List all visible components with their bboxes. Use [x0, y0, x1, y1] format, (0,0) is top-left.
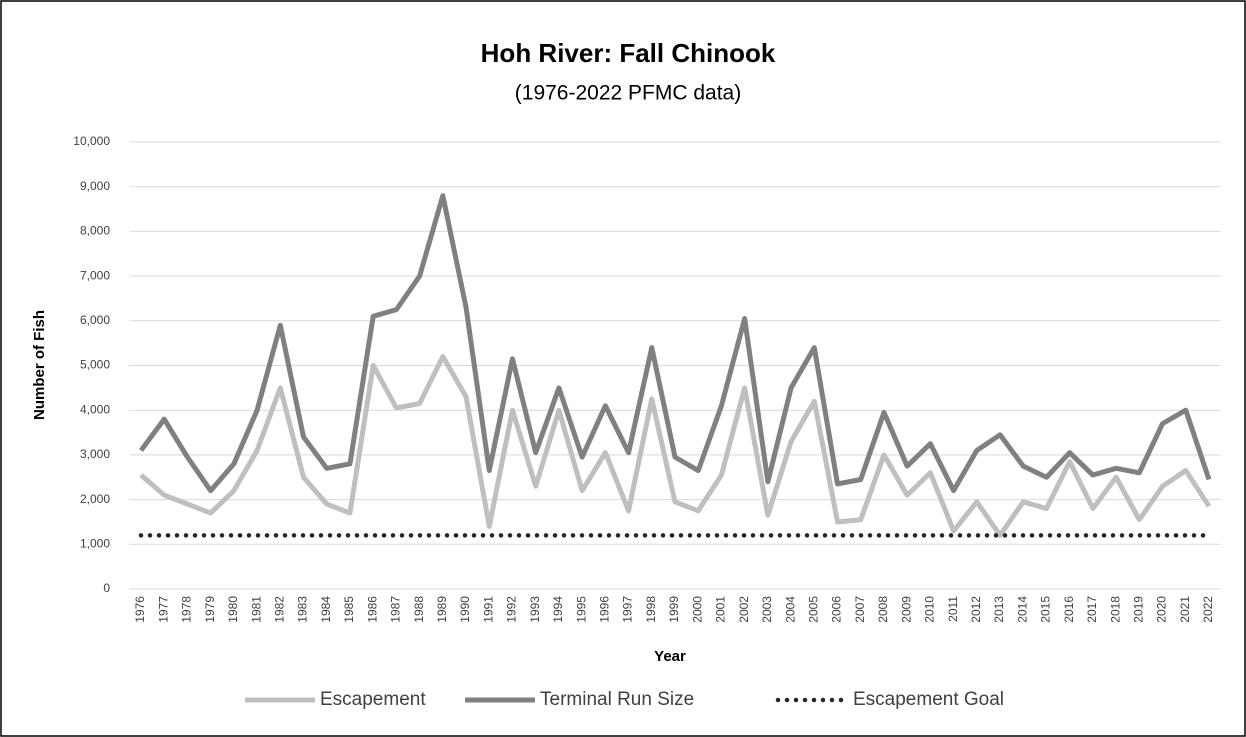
x-tick-label: 2021 [1178, 596, 1192, 623]
y-axis-label: Number of Fish [31, 310, 48, 420]
x-tick-label: 1997 [621, 596, 635, 623]
x-tick-label: 2010 [923, 596, 937, 623]
x-tick-label: 2017 [1085, 596, 1099, 623]
x-tick-label: 1981 [249, 596, 263, 623]
x-tick-label: 1993 [528, 596, 542, 623]
y-tick-label: 0 [103, 581, 110, 595]
x-tick-label: 2019 [1132, 596, 1146, 623]
x-tick-label: 1976 [133, 596, 147, 623]
y-tick-label: 7,000 [80, 268, 110, 282]
x-tick-label: 2009 [899, 596, 913, 623]
x-tick-label: 2016 [1062, 596, 1076, 623]
x-tick-label: 2001 [714, 596, 728, 623]
x-tick-label: 2011 [946, 596, 960, 622]
x-tick-label: 2018 [1108, 596, 1122, 623]
x-tick-label: 2020 [1155, 596, 1169, 623]
series-line [139, 354, 1212, 538]
x-tick-label: 2000 [690, 596, 704, 623]
x-tick-label: 1991 [481, 596, 495, 623]
x-tick-label: 1989 [435, 596, 449, 623]
y-tick-label: 10,000 [73, 134, 110, 148]
x-tick-label: 2014 [1015, 596, 1029, 623]
y-tick-label: 9,000 [80, 179, 110, 193]
legend-label: Escapement Goal [853, 689, 1004, 710]
x-tick-label: 2002 [737, 596, 751, 623]
x-tick-label: 1978 [180, 596, 194, 623]
x-tick-label: 1992 [505, 596, 519, 623]
x-tick-label: 1980 [226, 596, 240, 623]
y-tick-label: 5,000 [80, 358, 110, 372]
x-tick-label: 1984 [319, 596, 333, 623]
x-tick-label: 1996 [598, 596, 612, 623]
x-tick-label: 2005 [806, 596, 820, 623]
y-tick-label: 3,000 [80, 447, 110, 461]
x-tick-label: 2003 [760, 596, 774, 623]
legend-label: Terminal Run Size [540, 689, 694, 710]
x-tick-label: 2012 [969, 596, 983, 623]
x-tick-label: 1979 [203, 596, 217, 623]
y-tick-label: 1,000 [80, 536, 110, 550]
x-tick-label: 1995 [574, 596, 588, 623]
x-tick-label: 2007 [853, 596, 867, 623]
x-tick-label: 1990 [458, 596, 472, 623]
chart-title: Hoh River: Fall Chinook [481, 38, 776, 68]
x-axis-label: Year [654, 648, 686, 665]
x-tick-label: 1988 [412, 596, 426, 623]
x-tick-label: 1999 [667, 596, 681, 623]
x-tick-label: 1987 [389, 596, 403, 623]
x-tick-label: 2008 [876, 596, 890, 623]
x-tick-label: 1986 [365, 596, 379, 623]
x-tick-label: 1983 [296, 596, 310, 623]
x-tick-label: 1994 [551, 596, 565, 623]
x-tick-label: 1977 [156, 596, 170, 623]
x-tick-label: 1985 [342, 596, 356, 623]
x-tick-label: 2015 [1039, 596, 1053, 623]
y-tick-label: 6,000 [80, 313, 110, 327]
legend-label: Escapement [320, 689, 426, 710]
x-tick-label: 2006 [830, 596, 844, 623]
y-tick-label: 4,000 [80, 402, 110, 416]
x-tick-label: 1982 [272, 596, 286, 623]
chart-subtitle: (1976-2022 PFMC data) [515, 82, 741, 105]
x-tick-label: 2013 [992, 596, 1006, 623]
x-tick-label: 2022 [1201, 596, 1215, 623]
series-line [139, 193, 1212, 494]
y-tick-label: 2,000 [80, 492, 110, 506]
x-tick-label: 2004 [783, 596, 797, 623]
y-tick-label: 8,000 [80, 224, 110, 238]
x-tick-label: 1998 [644, 596, 658, 623]
